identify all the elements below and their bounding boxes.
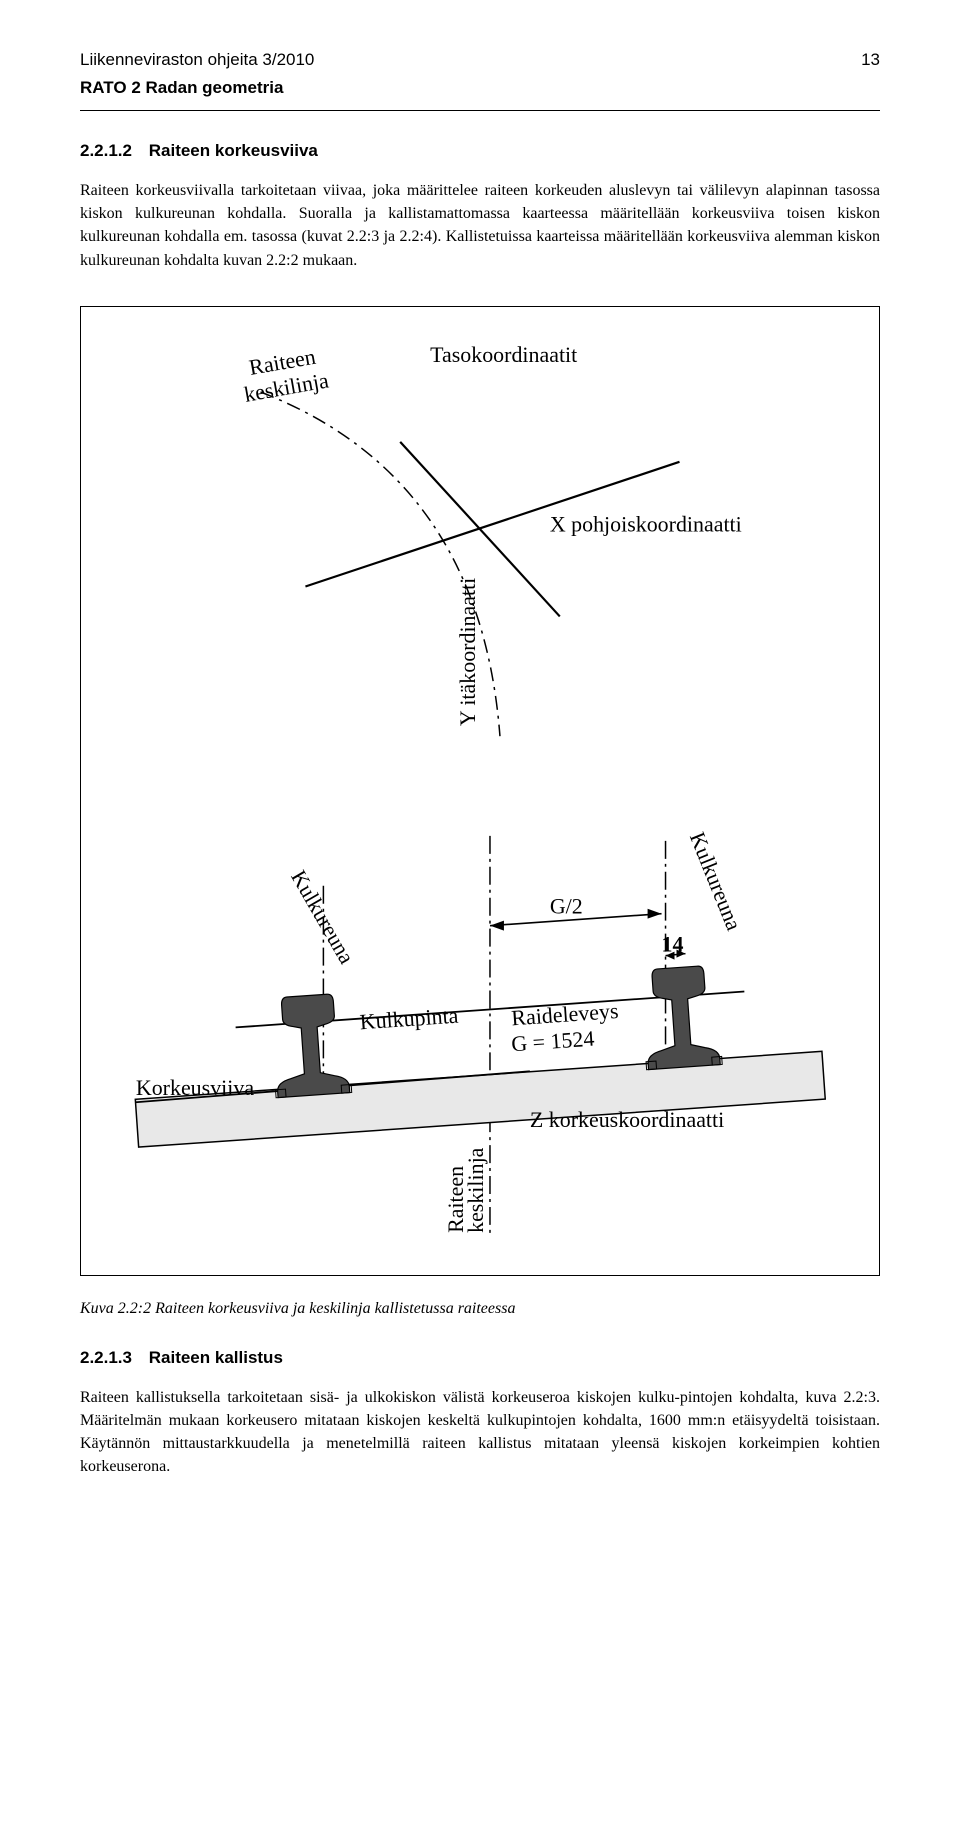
header-divider: [80, 110, 880, 111]
header-subtitle: RATO 2 Radan geometria: [80, 78, 880, 98]
figure-2-2-2: Raiteen keskilinja Tasokoordinaatit X po…: [80, 306, 880, 1276]
section-number: 2.2.1.2: [80, 141, 144, 161]
label-kulkupinta: Kulkupinta: [359, 1002, 459, 1034]
section-title: Raiteen korkeusviiva: [149, 141, 318, 160]
label-korkeusviiva: Korkeusviiva: [136, 1075, 254, 1100]
label-tasokoordinaatit: Tasokoordinaatit: [430, 342, 577, 367]
section-title-2: Raiteen kallistus: [149, 1348, 283, 1367]
section-heading-2: 2.2.1.3 Raiteen kallistus: [80, 1348, 880, 1368]
label-raideleveys: Raideleveys: [511, 998, 620, 1030]
label-y-ita: Y itäkoordinaatti: [455, 577, 480, 725]
label-kulkureuna-right: Kulkureuna: [685, 828, 747, 934]
header-left: Liikenneviraston ohjeita 3/2010: [80, 50, 314, 70]
label-fourteen: 14: [662, 931, 684, 956]
label-g-half: G/2: [550, 893, 583, 918]
label-x-pohjois: X pohjoiskoordinaatti: [550, 511, 742, 536]
right-rail: [640, 965, 723, 1070]
page-number: 13: [861, 50, 880, 70]
label-z-korkeus: Z korkeuskoordinaatti: [530, 1107, 724, 1132]
section-heading-1: 2.2.1.2 Raiteen korkeusviiva: [80, 141, 880, 161]
figure-caption: Kuva 2.2:2 Raiteen korkeusviiva ja keski…: [80, 1300, 880, 1318]
section-number-2: 2.2.1.3: [80, 1348, 144, 1368]
page-header: Liikenneviraston ohjeita 3/2010 13: [80, 50, 880, 70]
label-keskilinja-bot: keskilinja: [463, 1147, 488, 1233]
section-1-paragraph-1: Raiteen korkeusviivalla tarkoitetaan vii…: [80, 179, 880, 272]
label-g-eq: G = 1524: [511, 1025, 596, 1056]
left-rail: [269, 993, 352, 1098]
section-2-paragraph-1: Raiteen kallistuksella tarkoitetaan sisä…: [80, 1386, 880, 1479]
